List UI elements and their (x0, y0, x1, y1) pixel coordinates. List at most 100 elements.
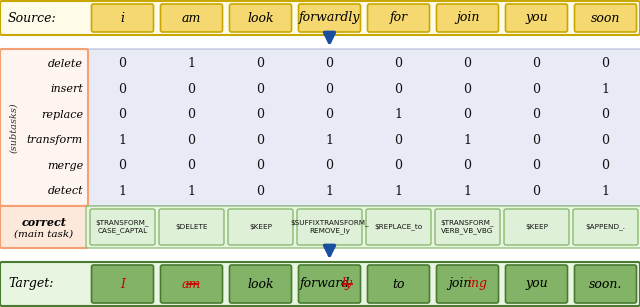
Text: $TRANSFORM_
CASE_CAPTAL: $TRANSFORM_ CASE_CAPTAL (96, 220, 149, 235)
Text: 1: 1 (463, 185, 472, 198)
FancyBboxPatch shape (0, 1, 640, 35)
Text: 0: 0 (394, 134, 403, 147)
Text: 0: 0 (257, 185, 264, 198)
FancyBboxPatch shape (0, 262, 640, 306)
Text: 1: 1 (394, 185, 403, 198)
Text: 0: 0 (394, 57, 403, 70)
Text: forwardly: forwardly (299, 11, 360, 25)
Text: 0: 0 (463, 57, 472, 70)
FancyBboxPatch shape (575, 265, 637, 303)
FancyBboxPatch shape (298, 4, 360, 32)
Text: 0: 0 (602, 108, 609, 121)
Text: $KEEP: $KEEP (249, 224, 272, 230)
Text: 0: 0 (463, 108, 472, 121)
FancyBboxPatch shape (573, 209, 638, 245)
Text: 0: 0 (257, 108, 264, 121)
Text: 0: 0 (118, 57, 127, 70)
FancyBboxPatch shape (575, 4, 637, 32)
Text: 0: 0 (188, 83, 195, 96)
Text: $KEEP: $KEEP (525, 224, 548, 230)
Text: Target:: Target: (8, 278, 54, 290)
Text: 1: 1 (602, 83, 609, 96)
Text: I: I (120, 278, 125, 290)
FancyBboxPatch shape (228, 209, 293, 245)
Text: 1: 1 (326, 185, 333, 198)
Text: look: look (247, 278, 274, 290)
Text: 1: 1 (118, 134, 127, 147)
Text: forward: forward (300, 278, 349, 290)
FancyBboxPatch shape (230, 265, 291, 303)
Text: 0: 0 (463, 159, 472, 172)
FancyBboxPatch shape (90, 209, 155, 245)
Text: soon.: soon. (589, 278, 622, 290)
Text: $TRANSFORM_
VERB_VB_VBG: $TRANSFORM_ VERB_VB_VBG (441, 220, 494, 235)
Text: replace: replace (41, 110, 83, 120)
Text: 0: 0 (532, 57, 541, 70)
Text: am: am (182, 11, 201, 25)
Text: $DELETE: $DELETE (175, 224, 208, 230)
Text: $APPEND_.: $APPEND_. (586, 223, 625, 230)
Text: (main task): (main task) (15, 230, 74, 239)
Text: correct: correct (22, 216, 67, 227)
FancyBboxPatch shape (366, 209, 431, 245)
Text: 1: 1 (326, 134, 333, 147)
Text: 0: 0 (602, 159, 609, 172)
Text: Source:: Source: (8, 11, 57, 25)
Text: ing: ing (467, 278, 488, 290)
Text: 0: 0 (602, 57, 609, 70)
Text: $REPLACE_to: $REPLACE_to (374, 223, 422, 230)
Text: merge: merge (47, 161, 83, 171)
Text: detect: detect (47, 186, 83, 196)
FancyBboxPatch shape (504, 209, 569, 245)
Text: $SUFFIXTRANSFORM_
REMOVE_ly: $SUFFIXTRANSFORM_ REMOVE_ly (290, 220, 369, 235)
Text: transform: transform (27, 135, 83, 145)
Text: 0: 0 (257, 159, 264, 172)
Text: to: to (392, 278, 404, 290)
Text: you: you (525, 278, 548, 290)
Text: 0: 0 (118, 108, 127, 121)
FancyBboxPatch shape (0, 206, 88, 248)
Text: 0: 0 (326, 108, 333, 121)
FancyBboxPatch shape (506, 4, 568, 32)
Text: 0: 0 (326, 57, 333, 70)
Text: 1: 1 (188, 57, 195, 70)
FancyBboxPatch shape (86, 206, 640, 248)
Text: 1: 1 (394, 108, 403, 121)
Text: 1: 1 (188, 185, 195, 198)
Text: 0: 0 (532, 185, 541, 198)
Text: i: i (120, 11, 125, 25)
Text: join: join (448, 278, 472, 290)
Text: 1: 1 (602, 185, 609, 198)
Text: 1: 1 (118, 185, 127, 198)
Text: am: am (182, 278, 201, 290)
Text: 0: 0 (118, 83, 127, 96)
Text: 0: 0 (188, 108, 195, 121)
Text: 0: 0 (532, 108, 541, 121)
FancyBboxPatch shape (367, 265, 429, 303)
FancyBboxPatch shape (436, 4, 499, 32)
FancyBboxPatch shape (0, 49, 88, 206)
Text: ly: ly (341, 278, 353, 290)
Text: delete: delete (48, 59, 83, 69)
Text: 0: 0 (326, 159, 333, 172)
FancyBboxPatch shape (159, 209, 224, 245)
Text: 0: 0 (463, 83, 472, 96)
Text: look: look (247, 11, 274, 25)
Text: 1: 1 (463, 134, 472, 147)
Text: for: for (389, 11, 408, 25)
FancyBboxPatch shape (161, 265, 223, 303)
Text: 0: 0 (602, 134, 609, 147)
Text: 0: 0 (257, 83, 264, 96)
FancyBboxPatch shape (298, 265, 360, 303)
Text: 0: 0 (257, 57, 264, 70)
FancyBboxPatch shape (297, 209, 362, 245)
FancyBboxPatch shape (92, 265, 154, 303)
Text: you: you (525, 11, 548, 25)
FancyBboxPatch shape (506, 265, 568, 303)
Text: 0: 0 (188, 134, 195, 147)
FancyBboxPatch shape (436, 265, 499, 303)
FancyBboxPatch shape (161, 4, 223, 32)
Text: join: join (456, 11, 479, 25)
Text: 0: 0 (394, 83, 403, 96)
FancyBboxPatch shape (86, 49, 640, 206)
